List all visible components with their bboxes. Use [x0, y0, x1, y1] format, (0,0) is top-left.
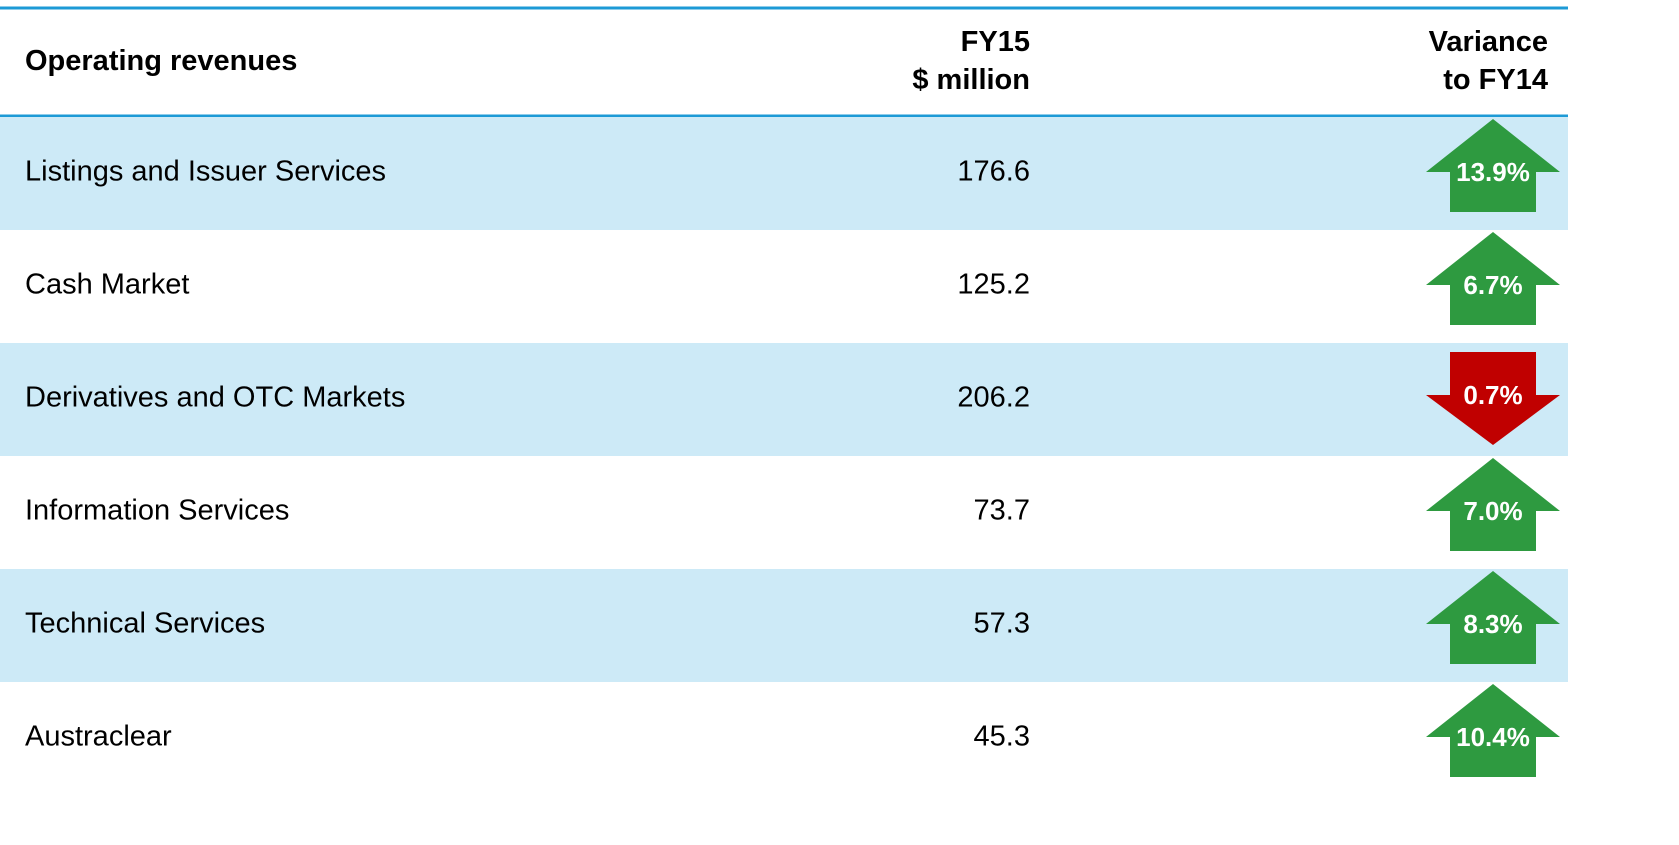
row-label: Derivatives and OTC Markets: [25, 382, 405, 414]
variance-value: 6.7%: [1463, 270, 1522, 300]
row-band: [0, 569, 1568, 682]
row-band: [0, 343, 1568, 456]
row-value: 176.6: [957, 156, 1030, 188]
variance-value: 7.0%: [1463, 496, 1522, 526]
variance-value: 13.9%: [1456, 157, 1530, 187]
variance-arrow: [1426, 458, 1560, 551]
variance-arrow: [1426, 352, 1560, 445]
variance-arrow: [1426, 571, 1560, 664]
variance-arrow: [1426, 119, 1560, 212]
row-value: 206.2: [957, 382, 1030, 414]
row-label: Cash Market: [25, 269, 189, 301]
header-cell: FY15 $ million: [912, 26, 1030, 96]
variance-arrow: [1426, 684, 1560, 777]
variance-value: 8.3%: [1463, 609, 1522, 639]
row-label: Technical Services: [25, 608, 265, 640]
variance-arrow: [1426, 232, 1560, 325]
variance-value: 0.7%: [1463, 380, 1522, 410]
row-value: 45.3: [974, 721, 1030, 753]
row-value: 57.3: [974, 608, 1030, 640]
variance-value: 10.4%: [1456, 722, 1530, 752]
header-cell: Variance to FY14: [1429, 26, 1548, 96]
row-value: 125.2: [957, 269, 1030, 301]
row-band: [0, 117, 1568, 230]
row-label: Information Services: [25, 495, 289, 527]
header-cell: Operating revenues: [25, 45, 297, 77]
row-label: Listings and Issuer Services: [25, 156, 386, 188]
row-label: Austraclear: [25, 721, 172, 753]
row-value: 73.7: [974, 495, 1030, 527]
